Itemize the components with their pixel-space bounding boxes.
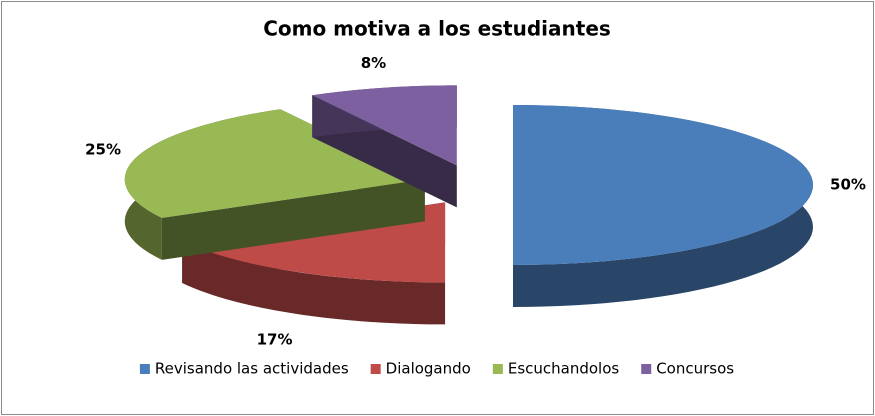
legend-label: Concursos: [656, 360, 734, 378]
slice: [312, 85, 457, 166]
chart-title: Como motiva a los estudiantes: [263, 17, 611, 41]
data-label: 50%: [830, 176, 866, 194]
legend-label: Revisando las actividades: [155, 360, 349, 378]
slice: [124, 109, 425, 218]
slice-group: [124, 109, 425, 260]
data-label: 17%: [257, 330, 293, 348]
data-label: 8%: [361, 54, 386, 72]
legend-label: Escuchandolos: [508, 360, 620, 378]
pie: [124, 85, 813, 325]
legend-swatch: [370, 364, 381, 374]
legend-swatch: [492, 364, 503, 374]
legend-swatch: [139, 364, 150, 374]
slice-group: [312, 85, 457, 208]
legend-label: Dialogando: [386, 360, 471, 378]
data-label: 25%: [85, 141, 121, 159]
legend-swatch: [641, 364, 652, 374]
slice-group: [513, 105, 813, 307]
slice-side: [182, 240, 446, 325]
slice-side: [161, 179, 425, 260]
slice: [513, 105, 813, 265]
